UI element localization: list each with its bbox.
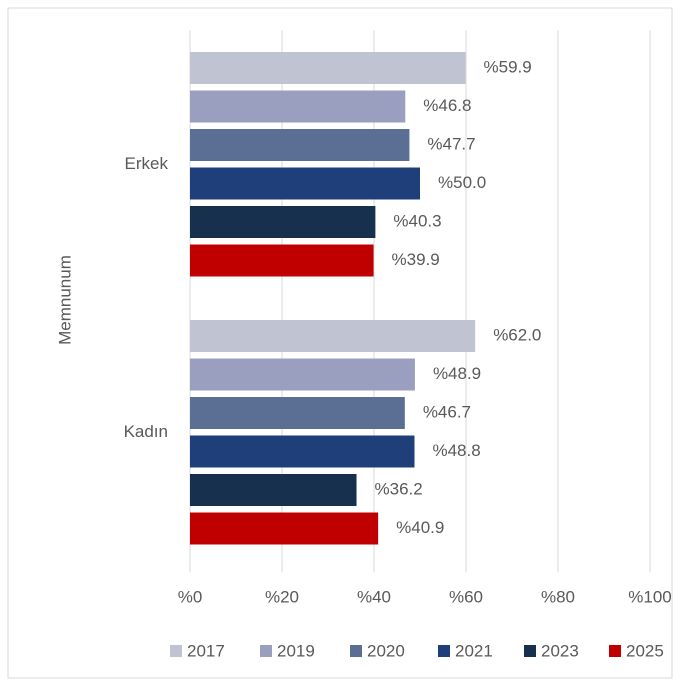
bar: [190, 320, 476, 352]
x-tick-label: %80: [541, 587, 575, 606]
data-label: %48.8: [432, 441, 480, 460]
data-label: %62.0: [493, 325, 541, 344]
legend-label: 2020: [367, 641, 405, 660]
bar: [190, 397, 405, 429]
bar: [190, 129, 410, 161]
legend-swatch: [260, 645, 272, 657]
legend-label: 2019: [277, 641, 315, 660]
legend-swatch: [524, 645, 536, 657]
bar: [190, 206, 376, 238]
bar: [190, 90, 406, 123]
x-tick-label: %20: [265, 587, 299, 606]
data-label: %46.8: [423, 96, 471, 115]
data-label: %39.9: [392, 250, 440, 269]
bar: [190, 52, 466, 84]
data-label: %36.2: [375, 479, 423, 498]
data-label: %48.9: [433, 364, 481, 383]
x-tick-label: %100: [628, 587, 671, 606]
data-label: %47.7: [427, 134, 475, 153]
bar: [190, 167, 420, 200]
data-label: %40.9: [396, 518, 444, 537]
bar: [190, 474, 357, 506]
x-tick-label: %0: [178, 587, 203, 606]
data-label: %40.3: [393, 211, 441, 230]
data-label: %59.9: [484, 57, 532, 76]
legend-swatch: [170, 645, 182, 657]
legend-label: 2023: [541, 641, 579, 660]
legend-swatch: [350, 645, 362, 657]
category-label: Erkek: [125, 154, 169, 173]
bar: [190, 358, 415, 391]
legend-swatch: [609, 645, 621, 657]
legend-label: 2017: [187, 641, 225, 660]
x-tick-label: %60: [449, 587, 483, 606]
bar: [190, 244, 374, 277]
category-label: Kadın: [124, 422, 168, 441]
legend-swatch: [438, 645, 450, 657]
data-label: %46.7: [423, 402, 471, 421]
legend-label: 2025: [626, 641, 664, 660]
bar: [190, 435, 415, 468]
x-tick-label: %40: [357, 587, 391, 606]
y-axis-label: Memnunum: [55, 255, 74, 345]
legend-label: 2021: [455, 641, 493, 660]
data-label: %50.0: [438, 173, 486, 192]
bar: [190, 512, 379, 545]
